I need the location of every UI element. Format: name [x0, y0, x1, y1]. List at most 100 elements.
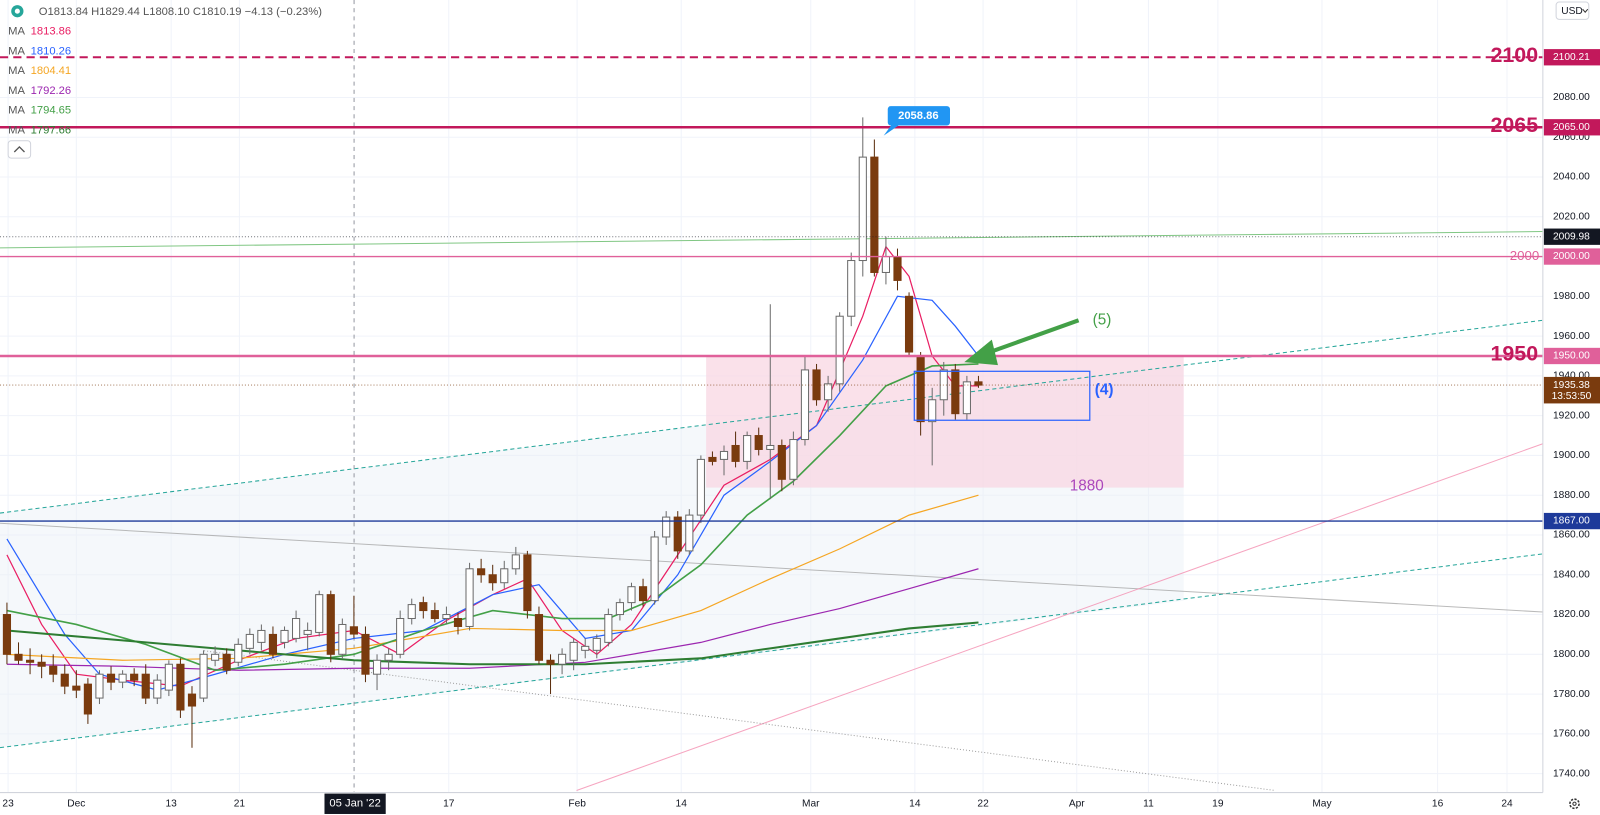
candle-body	[14, 653, 23, 661]
currency-caret[interactable]	[1582, 8, 1589, 14]
crosshair-label-box	[324, 793, 386, 814]
candle-body	[650, 536, 659, 602]
candle-body	[592, 637, 601, 651]
level-sublabel: 13:53:50	[1552, 391, 1592, 402]
candle-body	[430, 610, 439, 620]
y-tick-label: 1920.00	[1553, 410, 1590, 421]
candle-body	[130, 673, 139, 681]
candle-body	[708, 456, 717, 462]
y-tick-label: 1980.00	[1553, 291, 1590, 302]
legend-name: MA	[8, 85, 25, 97]
level-label: 2100.21	[1553, 52, 1590, 63]
callout-pointer	[883, 124, 900, 136]
candle-body	[881, 256, 891, 273]
y-tick-label: 1760.00	[1553, 729, 1590, 740]
level-label-box	[1543, 376, 1600, 404]
candle-body	[245, 633, 254, 649]
currency-button[interactable]	[1555, 1, 1590, 20]
level-label-box	[1543, 347, 1600, 365]
candle-body	[812, 369, 821, 401]
x-tick-label: Feb	[568, 798, 586, 809]
x-tick-label: 16	[1432, 798, 1444, 809]
candle-body	[534, 614, 544, 661]
candle-body	[141, 673, 150, 699]
candle-body	[500, 568, 509, 584]
candle-body	[280, 629, 289, 643]
moving-average	[6, 621, 979, 666]
collapse-button[interactable]	[7, 140, 32, 159]
candle-body	[37, 661, 46, 667]
ohlc-header: O1813.84 H1829.44 L1808.10 C1810.19 −4.1…	[39, 6, 323, 18]
candle-body	[338, 623, 347, 655]
candle-body	[615, 602, 625, 616]
candle-body	[523, 554, 532, 612]
level-text: 2065	[1490, 113, 1538, 137]
candle-body	[696, 458, 705, 516]
candle-body	[558, 653, 567, 665]
y-tick-label: 2060.00	[1553, 132, 1590, 143]
candle-body	[951, 369, 960, 415]
y-tick-label: 2020.00	[1553, 211, 1590, 222]
x-tick-label: May	[1312, 798, 1332, 809]
trend-line	[576, 443, 1544, 791]
callout-box	[887, 106, 950, 126]
candle-body	[303, 629, 312, 635]
candle-body	[743, 435, 752, 462]
candle-body	[234, 643, 243, 663]
legend-name: MA	[8, 125, 25, 137]
candle-body	[858, 156, 867, 262]
settings-button[interactable]	[1569, 798, 1580, 810]
candle-body	[407, 604, 416, 620]
level-label-box	[1543, 49, 1600, 66]
candle-body	[477, 568, 486, 576]
x-tick-label: Dec	[67, 798, 85, 809]
candle-body	[291, 618, 301, 639]
trend-line	[204, 650, 1276, 792]
legend-value: 1792.26	[31, 85, 72, 97]
candle-body	[349, 626, 358, 635]
candle-body	[974, 381, 983, 386]
candle-body	[222, 653, 231, 671]
candle-body	[904, 295, 914, 353]
y-tick-label: 1780.00	[1553, 689, 1590, 700]
y-tick-label: 1960.00	[1553, 331, 1590, 342]
currency[interactable]: USD	[1561, 6, 1583, 17]
candle-body	[2, 614, 12, 655]
candle-body	[361, 633, 370, 675]
candle-body	[315, 594, 324, 633]
wave-box	[913, 370, 1091, 421]
candle-body	[962, 381, 971, 415]
candle-body	[199, 653, 208, 699]
candle-body	[685, 514, 694, 552]
level-label-box	[1543, 248, 1600, 265]
candle-body	[384, 653, 393, 661]
legend-value: 1813.86	[31, 26, 72, 38]
level-label-box	[1543, 512, 1600, 530]
wave-label: (4)	[1095, 382, 1114, 399]
candle-body	[211, 653, 220, 661]
candle-body	[731, 444, 740, 462]
callout-text: 2058.86	[898, 110, 939, 122]
x-tick-label: 23	[2, 798, 14, 809]
candle-body	[488, 574, 497, 584]
candle-body	[72, 685, 81, 691]
settings-icon[interactable]	[1572, 801, 1577, 806]
x-tick-label: 11	[1143, 798, 1154, 809]
candle-body	[928, 399, 937, 423]
candle-body	[638, 586, 648, 602]
candle-body	[569, 641, 578, 661]
symbol-icon	[14, 8, 20, 14]
level-label: 2000.00	[1553, 251, 1590, 262]
legend-name: MA	[8, 45, 25, 57]
legend-value: 1794.65	[31, 105, 72, 117]
candle-body	[326, 594, 335, 655]
collapse-icon[interactable]	[13, 145, 25, 153]
candle-body	[49, 665, 58, 675]
candle-body	[719, 450, 729, 460]
y-tick-label: 1840.00	[1553, 569, 1590, 580]
x-tick-label: 14	[909, 798, 921, 809]
wave-label: (5)	[1093, 311, 1112, 328]
y-tick-label: 1860.00	[1553, 530, 1590, 541]
